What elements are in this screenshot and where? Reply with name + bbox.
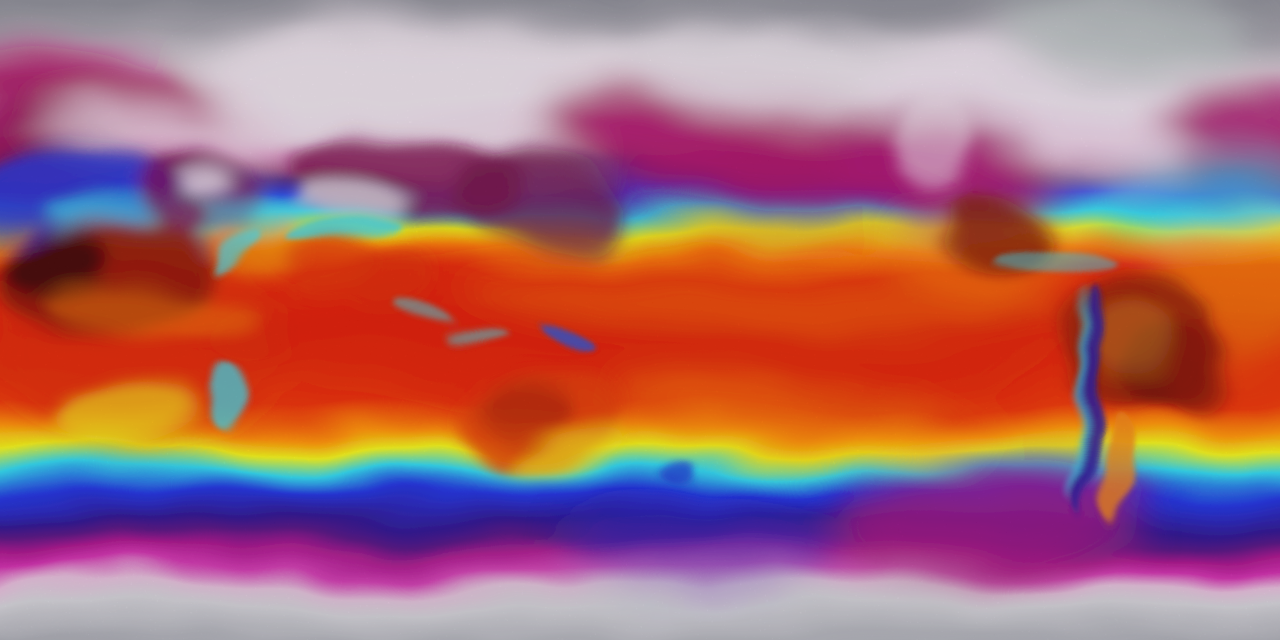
world-temperature-map xyxy=(0,0,1280,640)
temperature-heatmap-canvas xyxy=(0,0,1280,640)
grain-texture-dark xyxy=(0,0,1280,640)
